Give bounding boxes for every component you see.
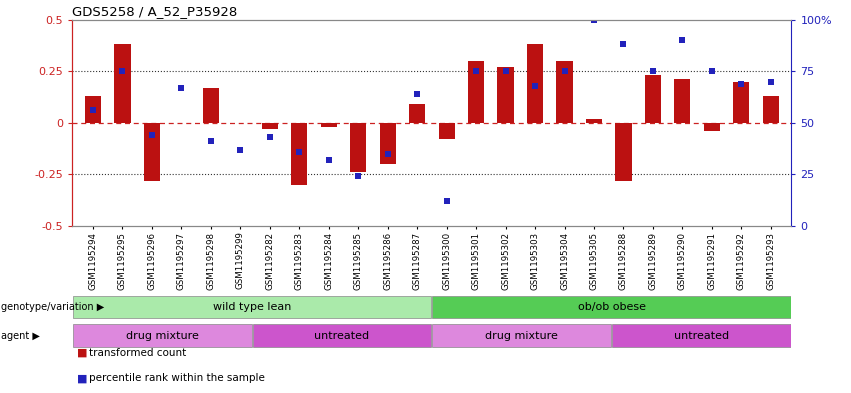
Bar: [114, 44, 130, 123]
Bar: [144, 123, 160, 180]
Bar: [291, 123, 307, 185]
Bar: [73, 296, 431, 318]
Bar: [73, 324, 252, 347]
Bar: [253, 324, 431, 347]
Bar: [557, 61, 573, 123]
Bar: [762, 96, 779, 123]
Bar: [321, 123, 337, 127]
Bar: [615, 123, 631, 180]
Bar: [527, 44, 543, 123]
Text: ■: ■: [77, 348, 87, 358]
Bar: [734, 82, 750, 123]
Bar: [380, 123, 396, 164]
Bar: [262, 123, 278, 129]
Text: transformed count: transformed count: [89, 348, 186, 358]
Bar: [674, 79, 690, 123]
Bar: [438, 123, 454, 139]
Bar: [645, 75, 661, 123]
Text: untreated: untreated: [314, 331, 369, 341]
Text: drug mixture: drug mixture: [126, 331, 198, 341]
Bar: [409, 104, 426, 123]
Text: wild type lean: wild type lean: [213, 302, 291, 312]
Bar: [350, 123, 366, 172]
Text: ob/ob obese: ob/ob obese: [578, 302, 646, 312]
Text: untreated: untreated: [674, 331, 729, 341]
Bar: [585, 119, 602, 123]
Bar: [432, 296, 791, 318]
Text: drug mixture: drug mixture: [485, 331, 558, 341]
Text: GDS5258 / A_52_P35928: GDS5258 / A_52_P35928: [72, 6, 237, 18]
Bar: [498, 67, 514, 123]
Bar: [704, 123, 720, 131]
Text: percentile rank within the sample: percentile rank within the sample: [89, 373, 266, 384]
Bar: [612, 324, 791, 347]
Bar: [203, 88, 219, 123]
Text: agent ▶: agent ▶: [1, 331, 40, 341]
Text: genotype/variation ▶: genotype/variation ▶: [1, 302, 104, 312]
Text: ■: ■: [77, 373, 87, 384]
Bar: [85, 96, 101, 123]
Bar: [432, 324, 611, 347]
Bar: [468, 61, 484, 123]
